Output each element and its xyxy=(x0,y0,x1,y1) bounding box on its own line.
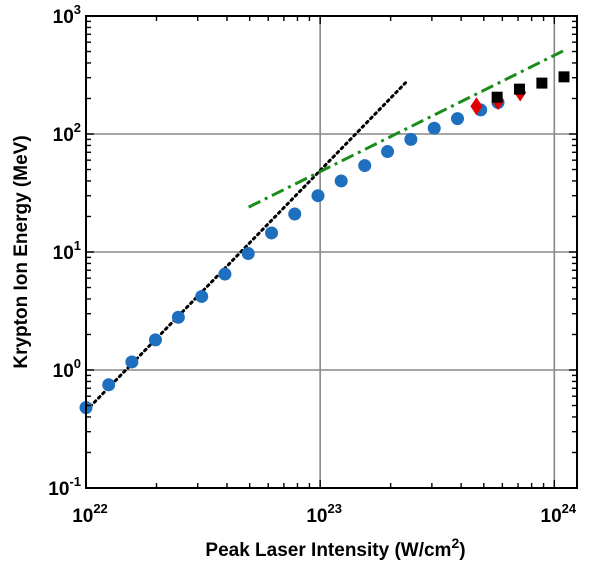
y-tick-label-base: 10 xyxy=(53,7,74,28)
y-tick-label: 102 xyxy=(53,120,81,146)
x-tick-label: 1023 xyxy=(306,501,342,527)
dotted-fit-line xyxy=(84,79,409,413)
circle-marker xyxy=(427,121,441,135)
y-tick-label: 100 xyxy=(53,356,81,382)
circle-marker xyxy=(288,207,302,221)
y-tick-label-exp: 1 xyxy=(74,238,81,253)
circle-marker xyxy=(265,226,279,240)
y-tick-label: 101 xyxy=(53,238,81,264)
y-tick-label-exp: 0 xyxy=(74,356,81,371)
dashdot-fit-line xyxy=(247,49,565,209)
x-tick-label: 1024 xyxy=(541,501,577,527)
x-tick-label-exp: 22 xyxy=(93,501,107,516)
circle-marker xyxy=(404,132,418,146)
x-tick-label-base: 10 xyxy=(306,506,327,527)
x-tick-label-base: 10 xyxy=(72,506,93,527)
x-tick-label-exp: 23 xyxy=(327,501,341,516)
circle-marker xyxy=(358,159,372,173)
diamond-marker xyxy=(470,97,483,116)
y-tick-label: 103 xyxy=(53,2,81,28)
circle-marker xyxy=(218,267,232,281)
y-tick-label-exp: 3 xyxy=(74,2,81,17)
y-tick-label-exp: -1 xyxy=(69,474,81,489)
circle-marker xyxy=(381,145,395,159)
square-marker xyxy=(558,71,570,83)
y-tick-label: 10-1 xyxy=(48,474,81,500)
grid-lines xyxy=(85,15,577,489)
x-tick-label: 1022 xyxy=(72,501,108,527)
circle-marker xyxy=(334,174,348,188)
circle-marker xyxy=(311,189,325,203)
x-tick-label-exp: 24 xyxy=(562,501,577,516)
data-markers xyxy=(79,71,570,415)
circle-marker xyxy=(195,289,209,303)
x-axis-title-sup: 2 xyxy=(451,535,459,551)
circle-marker xyxy=(102,378,116,392)
x-axis-title-close: ) xyxy=(459,540,465,561)
circle-marker xyxy=(451,112,465,126)
circle-marker xyxy=(148,333,162,347)
x-axis-title: Peak Laser Intensity (W/cm2) xyxy=(205,535,465,561)
x-tick-labels: 1022 1023 1024 xyxy=(72,501,577,527)
y-tick-label-base: 10 xyxy=(53,243,74,264)
x-tick-label-base: 10 xyxy=(541,506,562,527)
circle-marker xyxy=(125,355,139,369)
x-axis-title-text: Peak Laser Intensity (W/cm xyxy=(205,540,451,561)
circle-marker xyxy=(171,310,185,324)
fit-lines xyxy=(84,49,565,413)
y-tick-label-base: 10 xyxy=(48,479,69,500)
y-tick-label-exp: 2 xyxy=(74,120,81,135)
y-tick-label-base: 10 xyxy=(53,125,74,146)
square-marker xyxy=(536,77,548,89)
square-marker xyxy=(513,83,525,95)
y-tick-label-base: 10 xyxy=(53,361,74,382)
y-axis-title: Krypton Ion Energy (MeV) xyxy=(11,135,32,368)
axis-ticks xyxy=(85,15,577,489)
circle-marker xyxy=(241,247,255,261)
square-marker xyxy=(491,91,503,103)
